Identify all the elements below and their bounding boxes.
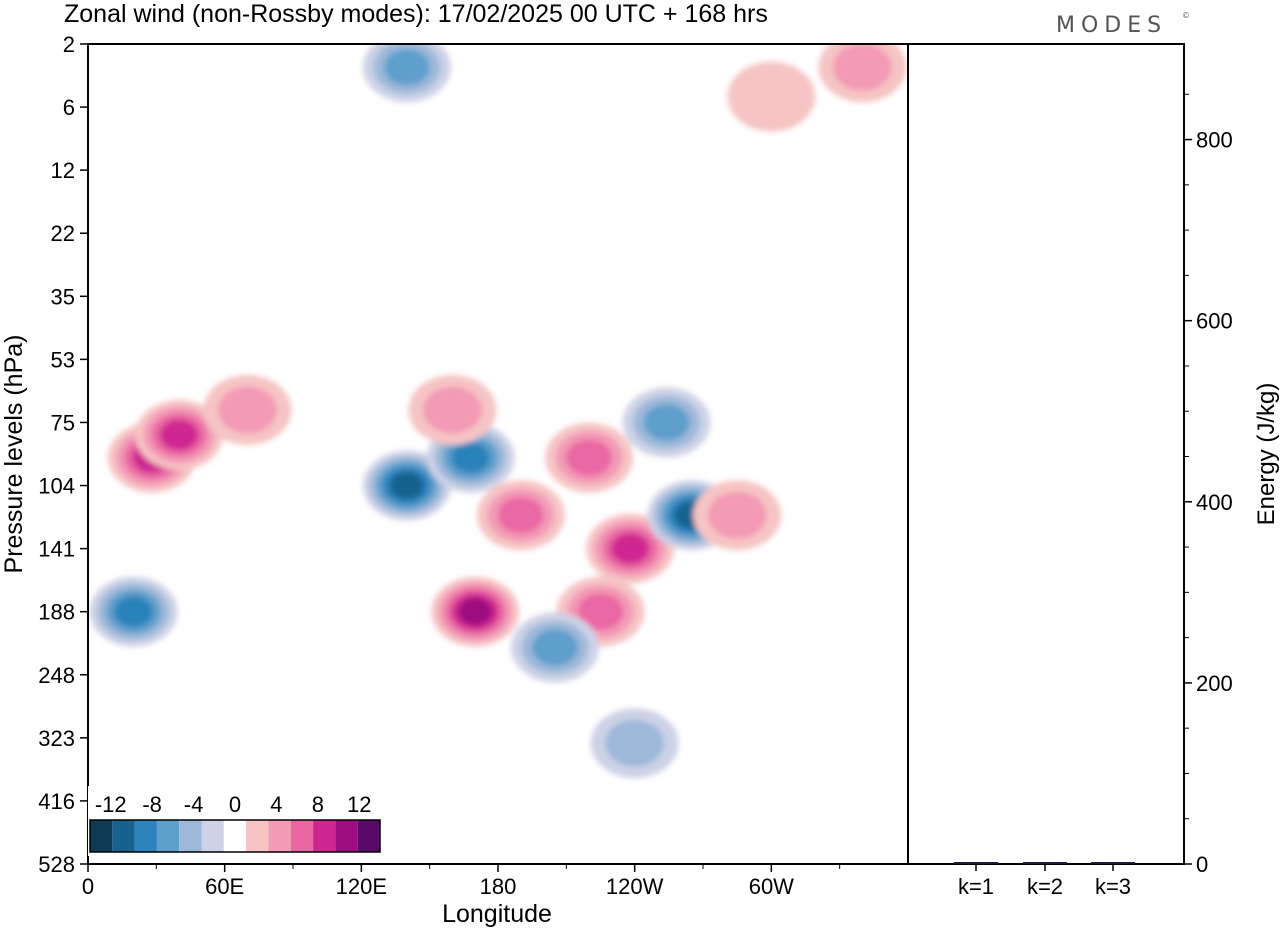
wind-contour xyxy=(605,719,665,767)
wind-feature xyxy=(590,708,679,779)
energy-bar xyxy=(1091,862,1135,864)
y-tick-label: 188 xyxy=(38,600,75,625)
energy-bar xyxy=(1023,862,1067,864)
colorbar-swatch xyxy=(201,820,224,852)
heatmap xyxy=(88,44,908,864)
colorbar-label: -4 xyxy=(184,792,204,817)
x-axis: 0 60E 120E 180 120W 60W xyxy=(82,864,841,899)
y-tick-label: 248 xyxy=(38,663,75,688)
wind-contour xyxy=(643,404,690,441)
y-axis: 2 6 12 22 35 53 75 104 141 188 248 323 416 528 xyxy=(38,32,88,877)
wind-contour xyxy=(577,593,624,631)
wind-feature xyxy=(476,480,565,551)
x-axis-label: Longitude xyxy=(442,900,552,928)
wind-contour xyxy=(114,596,153,628)
energy-category-label: k=3 xyxy=(1095,874,1131,899)
colorbar: -12 -8 -4 0 4 8 12 xyxy=(88,786,382,856)
wind-contour xyxy=(532,629,578,666)
wind-contour xyxy=(159,419,199,451)
colorbar-swatch xyxy=(313,820,336,852)
energy-bar-chart: 0 200 400 600 800 k=1 k=2 k=3 xyxy=(954,93,1233,899)
wind-contour xyxy=(833,44,892,91)
wind-contour xyxy=(458,598,493,626)
y-tick-label: 323 xyxy=(38,726,75,751)
wind-feature xyxy=(818,44,907,103)
wind-feature xyxy=(586,513,675,584)
colorbar-label: 0 xyxy=(229,792,241,817)
y-tick-label: 12 xyxy=(51,158,75,183)
colorbar-swatch xyxy=(156,820,180,852)
wind-feature xyxy=(622,387,711,458)
wind-contour xyxy=(497,496,544,534)
modes-logo: MODES xyxy=(1056,13,1167,38)
colorbar-swatch xyxy=(179,820,202,852)
wind-contour xyxy=(384,48,430,86)
wind-feature xyxy=(362,44,451,103)
y-tick-label: 416 xyxy=(38,789,75,814)
colorbar-swatch xyxy=(223,820,247,852)
wind-contour xyxy=(566,439,612,476)
colorbar-swatch xyxy=(90,820,113,852)
colorbar-label: -12 xyxy=(95,792,127,817)
wind-contour xyxy=(451,442,490,474)
y-axis-label: Pressure levels (hPa) xyxy=(0,335,28,574)
wind-contour xyxy=(423,386,482,434)
y-tick-label: 53 xyxy=(51,347,75,372)
y-tick-label: 75 xyxy=(51,410,75,435)
y-tick-label: 6 xyxy=(63,95,75,120)
colorbar-frame xyxy=(89,819,381,853)
energy-axis-label: Energy (J/kg) xyxy=(1253,383,1280,526)
energy-bar xyxy=(954,862,998,864)
y-tick-label: 35 xyxy=(51,284,75,309)
wind-feature xyxy=(135,399,224,470)
energy-tick-label: 0 xyxy=(1196,852,1208,877)
energy-tick-label: 200 xyxy=(1196,671,1233,696)
y-tick-label: 2 xyxy=(63,32,75,57)
energy-category-label: k=2 xyxy=(1027,874,1063,899)
wind-feature xyxy=(408,374,497,445)
wind-feature xyxy=(693,480,782,551)
y-tick-label: 528 xyxy=(38,852,75,877)
colorbar-swatch xyxy=(112,820,135,852)
colorbar-swatch xyxy=(357,820,380,852)
wind-feature xyxy=(203,374,292,445)
x-tick-label: 60W xyxy=(749,874,794,899)
wind-feature xyxy=(510,612,599,683)
colorbar-swatch xyxy=(134,820,157,852)
chart-title: Zonal wind (non-Rossby modes): 17/02/202… xyxy=(64,0,768,28)
y-tick-label: 22 xyxy=(51,221,75,246)
wind-contour xyxy=(707,491,767,539)
x-tick-label: 180 xyxy=(480,874,517,899)
logo-mark: © xyxy=(1182,11,1196,20)
colorbar-swatch xyxy=(290,820,314,852)
energy-panel-frame xyxy=(907,43,1185,865)
colorbar-swatch xyxy=(335,820,358,852)
energy-tick-label: 800 xyxy=(1196,128,1233,153)
wind-feature xyxy=(545,422,634,493)
wind-contour xyxy=(390,471,424,500)
y-tick-label: 104 xyxy=(38,474,75,499)
x-tick-label: 60E xyxy=(205,874,244,899)
energy-tick-label: 400 xyxy=(1196,490,1233,515)
wind-feature xyxy=(89,576,178,647)
wind-contour xyxy=(727,61,816,132)
wind-feature xyxy=(431,576,520,647)
x-tick-label: 120W xyxy=(606,874,664,899)
y-tick-label: 141 xyxy=(38,537,75,562)
wind-contour xyxy=(610,533,650,565)
wind-feature xyxy=(362,450,451,521)
x-tick-label: 120E xyxy=(336,874,387,899)
colorbar-swatch xyxy=(246,820,269,852)
energy-category-label: k=1 xyxy=(958,874,994,899)
colorbar-label: 4 xyxy=(270,792,282,817)
energy-tick-label: 600 xyxy=(1196,309,1233,334)
wind-contour xyxy=(218,386,277,434)
colorbar-label: 12 xyxy=(347,792,371,817)
colorbar-label: -8 xyxy=(142,792,162,817)
x-tick-label: 0 xyxy=(82,874,94,899)
colorbar-label: 8 xyxy=(312,792,324,817)
colorbar-swatch xyxy=(268,820,291,852)
wind-feature xyxy=(727,61,816,132)
